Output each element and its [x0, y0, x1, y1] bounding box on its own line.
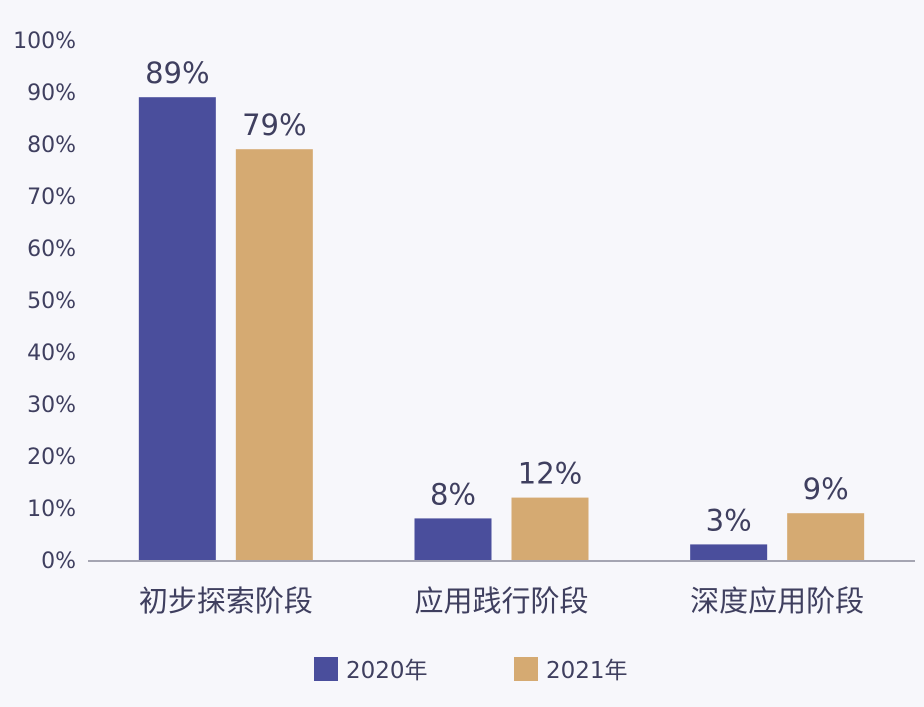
category-label: 初步探索阶段 — [139, 584, 313, 618]
bar-series-1 — [690, 544, 768, 560]
category-labels-group: 初步探索阶段 应用践行阶段 深度应用阶段 — [139, 584, 864, 618]
category-label: 深度应用阶段 — [690, 584, 864, 618]
y-tick-label: 100% — [13, 29, 76, 54]
y-tick-label: 0% — [41, 549, 76, 574]
y-axis-ticks: 0% 10% 20% 30% 40% 50% 60% 70% 80% 90% 100% — [13, 29, 76, 574]
bars-group — [138, 97, 865, 560]
y-tick-label: 40% — [27, 341, 76, 366]
legend-label: 2020年 — [346, 658, 428, 684]
bar-series-1 — [414, 518, 492, 560]
data-label: 89% — [145, 56, 209, 90]
legend: 2020年 2021年 — [314, 657, 628, 684]
data-label: 8% — [430, 477, 476, 511]
bar-series-2 — [235, 149, 313, 560]
legend-swatch — [514, 657, 538, 681]
y-tick-label: 90% — [27, 81, 76, 106]
data-label: 3% — [706, 503, 752, 537]
bar-series-1 — [138, 97, 216, 560]
data-labels-group: 89% 79% 8% 12% 3% 9% — [145, 56, 849, 537]
y-tick-label: 10% — [27, 497, 76, 522]
y-tick-label: 70% — [27, 185, 76, 210]
data-label: 79% — [242, 108, 306, 142]
y-tick-label: 60% — [27, 237, 76, 262]
legend-label: 2021年 — [546, 658, 628, 684]
data-label: 12% — [518, 457, 582, 491]
category-label: 应用践行阶段 — [414, 584, 588, 618]
data-label: 9% — [803, 472, 849, 506]
y-tick-label: 20% — [27, 445, 76, 470]
y-tick-label: 80% — [27, 133, 76, 158]
bar-series-2 — [511, 497, 589, 560]
y-tick-label: 50% — [27, 289, 76, 314]
y-tick-label: 30% — [27, 393, 76, 418]
legend-swatch — [314, 657, 338, 681]
bar-series-2 — [787, 513, 865, 560]
